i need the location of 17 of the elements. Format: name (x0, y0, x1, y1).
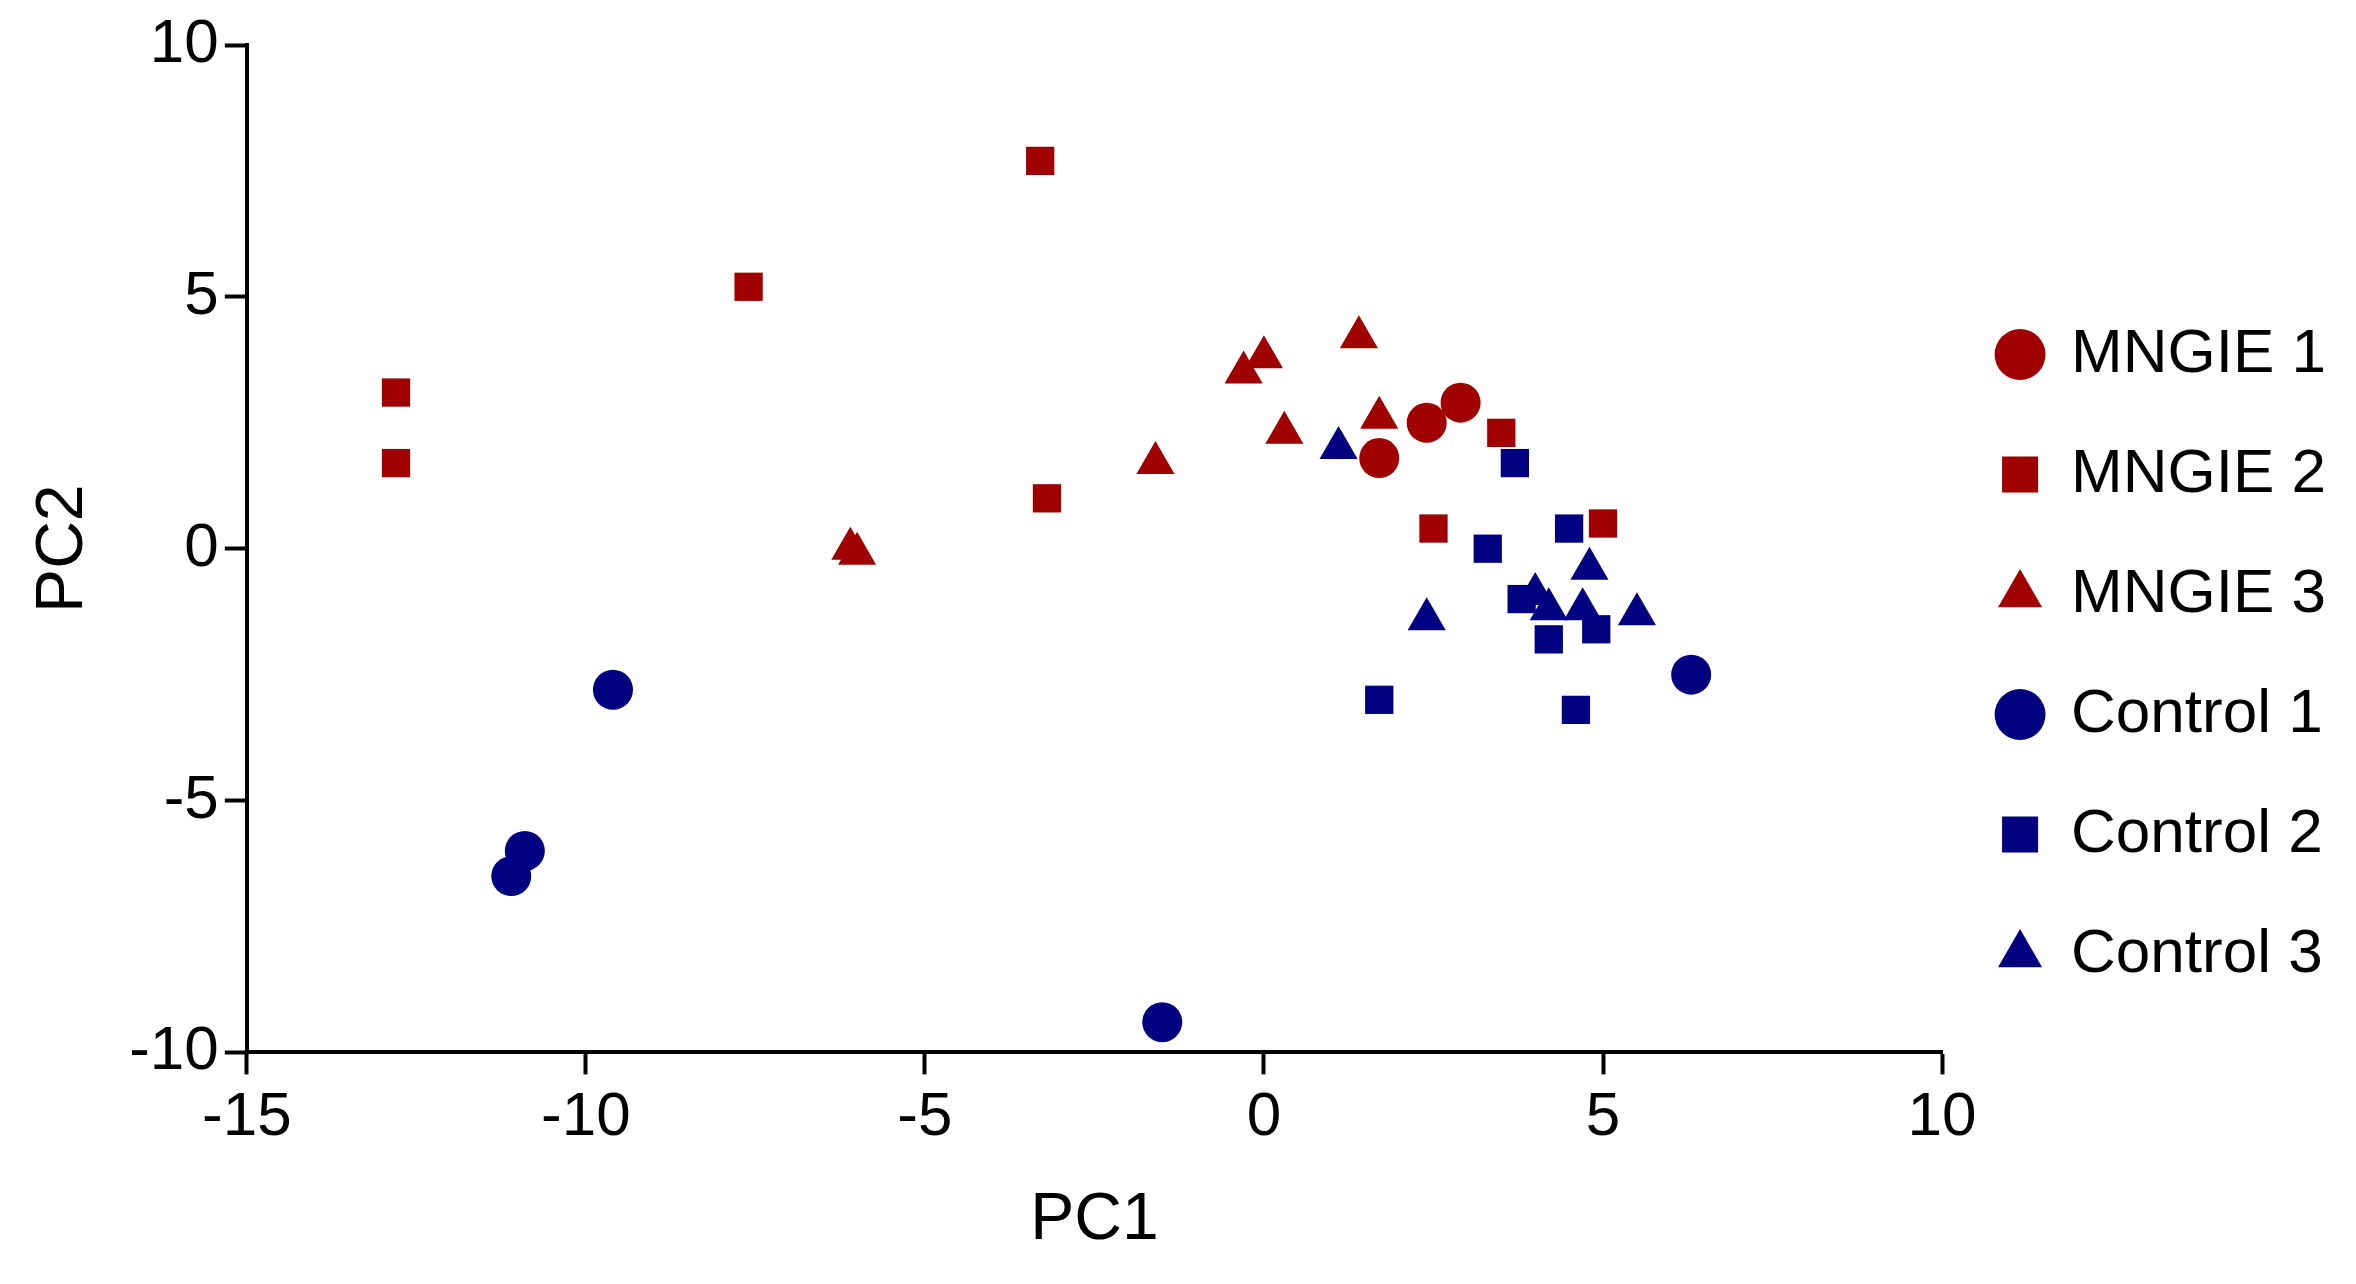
legend-label: Control 3 (2071, 915, 2323, 985)
y-axis-title: PC2 (21, 484, 96, 613)
x-tick-label: -10 (541, 1078, 631, 1148)
y-tick-label: 5 (184, 257, 219, 327)
x-axis-title: PC1 (1030, 1178, 1159, 1253)
legend-label: Control 2 (2071, 795, 2323, 865)
y-tick-label: 10 (149, 6, 219, 76)
legend-label: MNGIE 1 (2071, 315, 2326, 385)
legend-label: MNGIE 3 (2071, 555, 2326, 625)
x-tick-label: 5 (1585, 1078, 1621, 1148)
x-tick-label: 10 (1907, 1078, 1977, 1148)
y-tick-label: -5 (163, 761, 219, 831)
legend-label: MNGIE 2 (2071, 435, 2326, 505)
x-tick-label: -5 (897, 1078, 953, 1148)
x-tick-label: 0 (1246, 1078, 1282, 1148)
y-tick-label: 0 (184, 509, 219, 579)
legend-label: Control 1 (2071, 675, 2323, 745)
